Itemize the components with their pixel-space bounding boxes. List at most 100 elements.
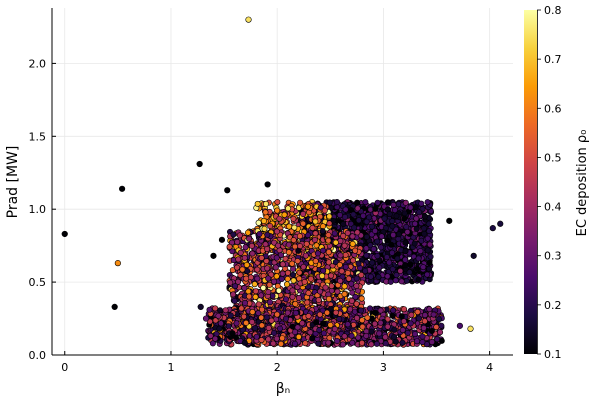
data-point — [281, 211, 288, 218]
data-point — [273, 335, 280, 342]
data-point — [296, 233, 303, 240]
data-point — [243, 319, 250, 326]
data-point — [256, 231, 263, 238]
data-point — [489, 225, 496, 232]
data-point — [273, 273, 280, 280]
data-point — [411, 331, 418, 338]
data-point — [402, 262, 409, 269]
data-point — [342, 252, 349, 259]
data-point — [435, 316, 442, 323]
data-point — [233, 320, 240, 327]
data-point — [267, 223, 274, 230]
data-point — [272, 264, 279, 271]
data-point — [275, 287, 282, 294]
data-point — [285, 241, 292, 248]
data-point — [241, 254, 248, 261]
data-point — [390, 307, 397, 314]
data-point — [324, 309, 331, 316]
data-point — [415, 255, 422, 262]
data-point — [374, 199, 381, 206]
data-point — [402, 256, 409, 263]
data-point — [424, 247, 431, 254]
data-point — [300, 211, 307, 218]
data-point — [264, 246, 271, 253]
data-point — [314, 250, 321, 257]
data-point — [434, 336, 441, 343]
data-point — [438, 322, 445, 329]
data-point — [372, 205, 379, 212]
colorbar-tick-label: 0.3 — [544, 250, 562, 263]
data-point — [351, 224, 358, 231]
colorbar-gradient — [524, 10, 537, 354]
data-point — [300, 263, 307, 270]
data-point — [316, 327, 323, 334]
data-point — [470, 252, 477, 259]
data-point — [284, 275, 291, 282]
data-point — [416, 209, 423, 216]
data-point — [424, 235, 431, 242]
data-point — [249, 250, 256, 257]
data-point — [372, 309, 379, 316]
data-point — [411, 220, 418, 227]
colorbar-tick-label: 0.5 — [544, 151, 562, 164]
data-point — [389, 223, 396, 230]
data-point — [218, 236, 226, 243]
data-point — [289, 271, 296, 278]
data-point — [331, 230, 338, 237]
data-point — [389, 266, 396, 273]
data-point — [357, 307, 364, 314]
data-point — [426, 241, 433, 248]
data-point — [217, 320, 224, 327]
data-point — [402, 239, 409, 246]
data-point — [274, 311, 281, 318]
data-point — [315, 340, 322, 347]
data-point — [202, 315, 210, 322]
data-point — [265, 288, 272, 295]
data-point — [348, 280, 355, 287]
data-point — [258, 254, 265, 261]
data-point — [249, 308, 256, 315]
data-point — [350, 257, 357, 264]
data-point — [248, 242, 255, 249]
data-point — [294, 258, 301, 265]
data-point — [258, 292, 265, 299]
data-point — [246, 235, 253, 242]
data-point — [290, 237, 297, 244]
data-point — [387, 278, 394, 285]
data-point — [421, 230, 428, 237]
colorbar-tick-label: 0.1 — [544, 348, 562, 361]
data-point — [215, 312, 222, 319]
data-point — [399, 327, 406, 334]
data-point — [274, 207, 281, 214]
data-point — [393, 213, 400, 220]
data-point — [320, 247, 327, 254]
data-point — [258, 314, 265, 321]
data-point — [377, 244, 384, 251]
colorbar-tick-label: 0.4 — [544, 201, 562, 214]
data-point — [206, 306, 213, 313]
data-point — [295, 247, 302, 254]
data-point — [311, 236, 318, 243]
data-point — [371, 320, 378, 327]
data-point — [353, 314, 360, 321]
data-point — [424, 199, 431, 206]
data-point — [284, 269, 291, 276]
data-point — [285, 205, 292, 212]
data-point — [386, 211, 393, 218]
data-point — [352, 247, 359, 254]
data-point — [326, 213, 333, 220]
data-point — [265, 324, 272, 331]
x-tick-label: 4 — [486, 361, 493, 374]
x-tick-label: 2 — [274, 361, 281, 374]
data-point — [302, 340, 309, 347]
data-point — [276, 215, 283, 222]
data-point — [227, 279, 234, 286]
data-point — [426, 259, 433, 266]
data-point — [456, 322, 463, 329]
data-point — [224, 187, 231, 194]
data-point — [254, 200, 261, 207]
axes: 0 1 2 3 40.00.51.01.52.0 — [29, 8, 513, 374]
data-point — [252, 325, 259, 332]
x-tick-label: 3 — [380, 361, 387, 374]
data-point — [260, 218, 267, 225]
